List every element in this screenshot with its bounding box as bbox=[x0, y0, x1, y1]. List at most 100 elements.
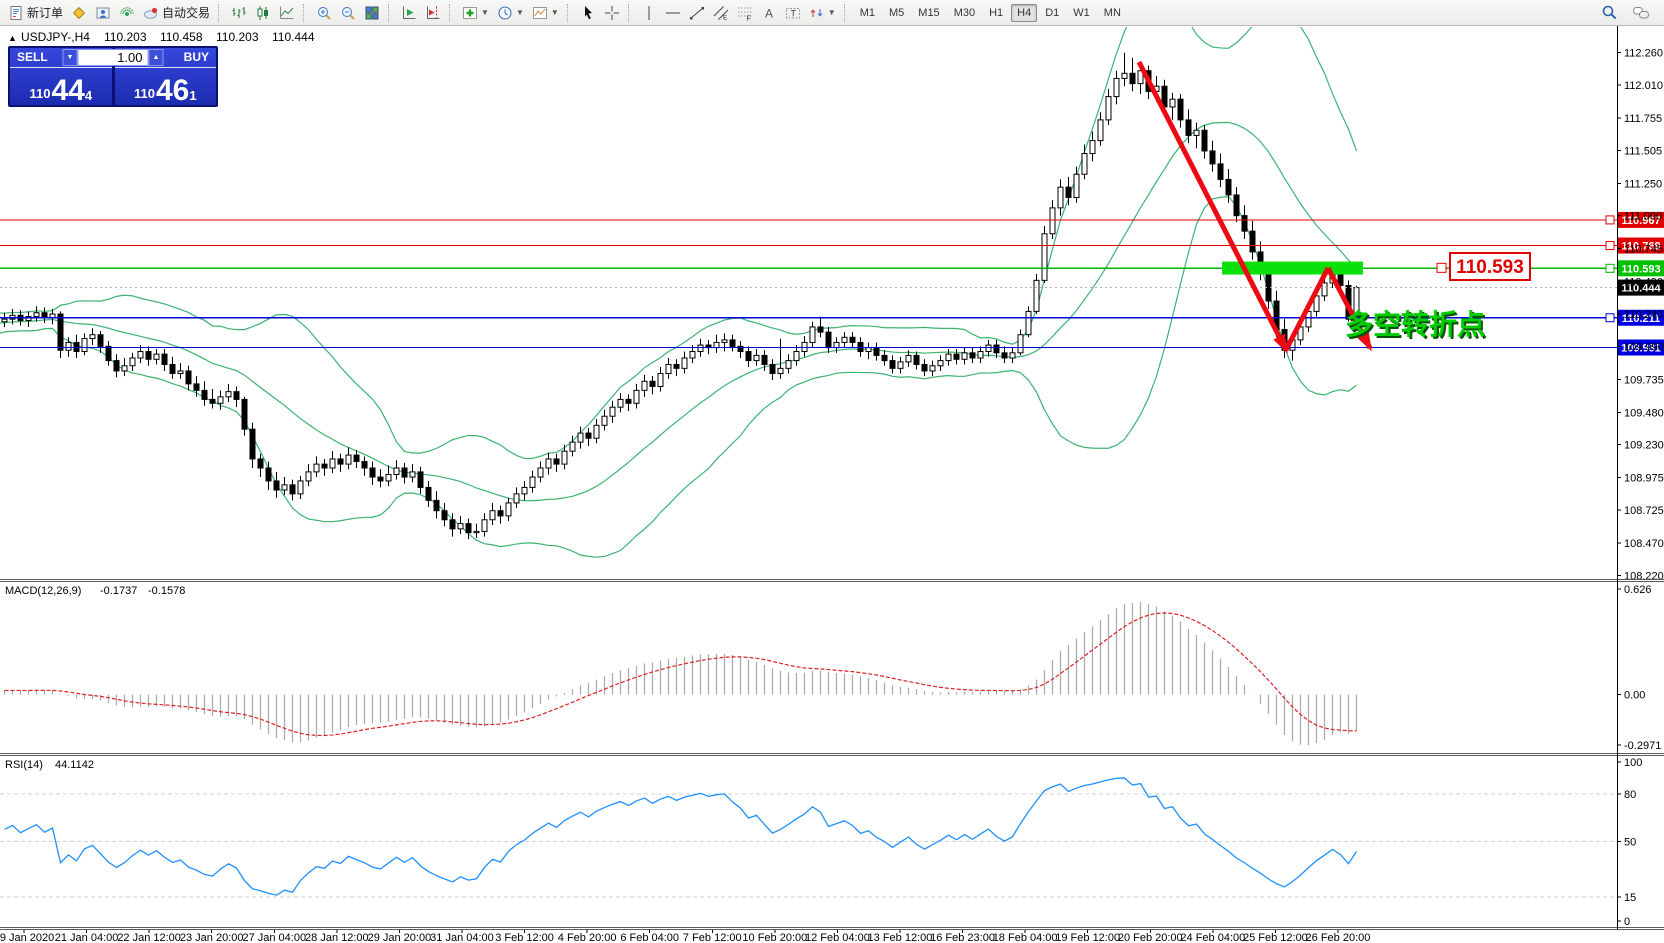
vertical-line-button[interactable] bbox=[637, 0, 661, 26]
autotrading-label: 自动交易 bbox=[162, 6, 211, 20]
price-tick-label: 108.470 bbox=[1624, 538, 1664, 550]
periods-button[interactable]: ▼ bbox=[493, 0, 528, 26]
zoom-in-icon bbox=[316, 5, 332, 21]
timeframe-m15-button[interactable]: M15 bbox=[912, 4, 945, 22]
candle bbox=[769, 363, 776, 375]
candle bbox=[57, 313, 64, 351]
candle bbox=[569, 441, 576, 452]
trend-arrow-line[interactable] bbox=[1136, 60, 1289, 352]
candle bbox=[1209, 150, 1216, 165]
bar-chart-button[interactable] bbox=[227, 0, 251, 26]
zoom-in-button[interactable] bbox=[312, 0, 336, 26]
arrows-button[interactable]: ▼ bbox=[805, 0, 840, 26]
annotation-text[interactable]: 多空转折点 bbox=[1345, 308, 1485, 340]
candle bbox=[921, 363, 928, 372]
metaeditor-button[interactable] bbox=[67, 0, 91, 26]
level-handle[interactable] bbox=[1605, 263, 1615, 273]
label-anchor-handle[interactable] bbox=[1436, 262, 1447, 273]
text-label-button[interactable]: T bbox=[781, 0, 805, 26]
candle bbox=[1041, 233, 1048, 281]
templates-button[interactable]: ▼ bbox=[528, 0, 563, 26]
signals-button[interactable] bbox=[115, 0, 139, 26]
candle bbox=[841, 336, 848, 343]
rsi-label: RSI(14) bbox=[5, 759, 43, 771]
trend-arrow-line[interactable] bbox=[1283, 266, 1331, 352]
level-handle[interactable] bbox=[1605, 241, 1615, 251]
timeframe-m5-button[interactable]: M5 bbox=[883, 4, 910, 22]
trendline-button[interactable] bbox=[685, 0, 709, 26]
volume-input[interactable] bbox=[77, 49, 149, 66]
candle bbox=[1249, 230, 1256, 253]
candle bbox=[1265, 272, 1272, 302]
time-axis-label: 4 Feb 20:00 bbox=[558, 932, 617, 943]
search-button[interactable] bbox=[1597, 0, 1622, 26]
buy-price-bigfigure: 110 bbox=[133, 86, 155, 101]
chart-shift-button[interactable] bbox=[421, 0, 445, 26]
indicators-button[interactable]: ▼ bbox=[458, 0, 493, 26]
candle bbox=[985, 344, 992, 353]
rsi-axis-label: 15 bbox=[1624, 892, 1636, 904]
timeframe-switcher: M1 M5 M15 M30 H1 H4 D1 W1 MN bbox=[853, 3, 1128, 22]
candle bbox=[753, 354, 760, 362]
crosshair-button[interactable] bbox=[600, 0, 624, 26]
candle bbox=[545, 458, 552, 469]
candle bbox=[961, 352, 968, 360]
timeframe-m30-button[interactable]: M30 bbox=[948, 4, 981, 22]
timeframe-h1-button[interactable]: H1 bbox=[983, 4, 1009, 22]
equidistant-channel-button[interactable]: E bbox=[709, 0, 733, 26]
cursor-button[interactable] bbox=[576, 0, 600, 26]
candle bbox=[553, 458, 560, 465]
volume-increase-button[interactable]: ▲ bbox=[148, 49, 164, 66]
auto-scroll-button[interactable] bbox=[397, 0, 421, 26]
line-chart-icon bbox=[279, 5, 295, 21]
buy-price: 110 46 1 bbox=[115, 68, 217, 105]
toolbar-separator bbox=[388, 3, 393, 22]
chat-button[interactable] bbox=[1628, 0, 1654, 26]
timeframe-d1-button[interactable]: D1 bbox=[1039, 4, 1065, 22]
timeframe-w1-button[interactable]: W1 bbox=[1067, 4, 1096, 22]
candle bbox=[609, 406, 616, 417]
autotrading-button[interactable]: 自动交易 bbox=[139, 0, 214, 26]
text-button[interactable]: A bbox=[757, 0, 781, 26]
price-callout-box[interactable] bbox=[1449, 252, 1531, 281]
candle bbox=[993, 344, 1000, 354]
trend-arrow-line[interactable] bbox=[1325, 266, 1373, 350]
line-chart-button[interactable] bbox=[275, 0, 299, 26]
new-order-button[interactable]: 新订单 bbox=[4, 0, 67, 26]
candle bbox=[1105, 96, 1112, 121]
rsi-axis-label: 80 bbox=[1624, 789, 1636, 801]
chart-collapse-icon[interactable]: ▲ bbox=[8, 33, 17, 43]
price-tick-label: 109.480 bbox=[1624, 407, 1664, 419]
rsi-axis-label: 50 bbox=[1624, 837, 1636, 849]
candle bbox=[601, 415, 608, 426]
macd-label: MACD(12,26,9) bbox=[5, 585, 81, 597]
horizontal-line-button[interactable] bbox=[661, 0, 685, 26]
candle bbox=[1049, 207, 1056, 235]
candle bbox=[465, 523, 472, 534]
candlestick-chart-button[interactable] bbox=[251, 0, 275, 26]
candle bbox=[289, 484, 296, 495]
level-handle[interactable] bbox=[1605, 313, 1615, 323]
tile-windows-button[interactable] bbox=[360, 0, 384, 26]
candle bbox=[1081, 153, 1088, 175]
volume-decrease-button[interactable]: ▼ bbox=[62, 49, 78, 66]
candle bbox=[329, 458, 336, 469]
timeframe-mn-button[interactable]: MN bbox=[1098, 4, 1127, 22]
zoom-out-button[interactable] bbox=[336, 0, 360, 26]
vertical-line-icon bbox=[641, 5, 657, 21]
price-tag bbox=[1618, 279, 1664, 296]
timeframe-m1-button[interactable]: M1 bbox=[854, 4, 881, 22]
navigator-button[interactable] bbox=[91, 0, 115, 26]
candle bbox=[337, 458, 344, 465]
candle bbox=[361, 461, 368, 469]
level-handle[interactable] bbox=[1605, 215, 1615, 225]
timeframe-h4-button[interactable]: H4 bbox=[1011, 4, 1038, 22]
time-axis-label: 10 Feb 20:00 bbox=[742, 932, 807, 943]
candle bbox=[137, 351, 144, 359]
main-toolbar: 新订单 自动交易 ▼ ▼ ▼ E F A T ▼ M1 M5 M15 M30 H1 H4 D… bbox=[0, 0, 1664, 26]
candle bbox=[25, 316, 32, 321]
candle bbox=[665, 363, 672, 375]
fibonacci-button[interactable]: F bbox=[733, 0, 757, 26]
volume-control: ▼ ▲ bbox=[62, 49, 164, 66]
